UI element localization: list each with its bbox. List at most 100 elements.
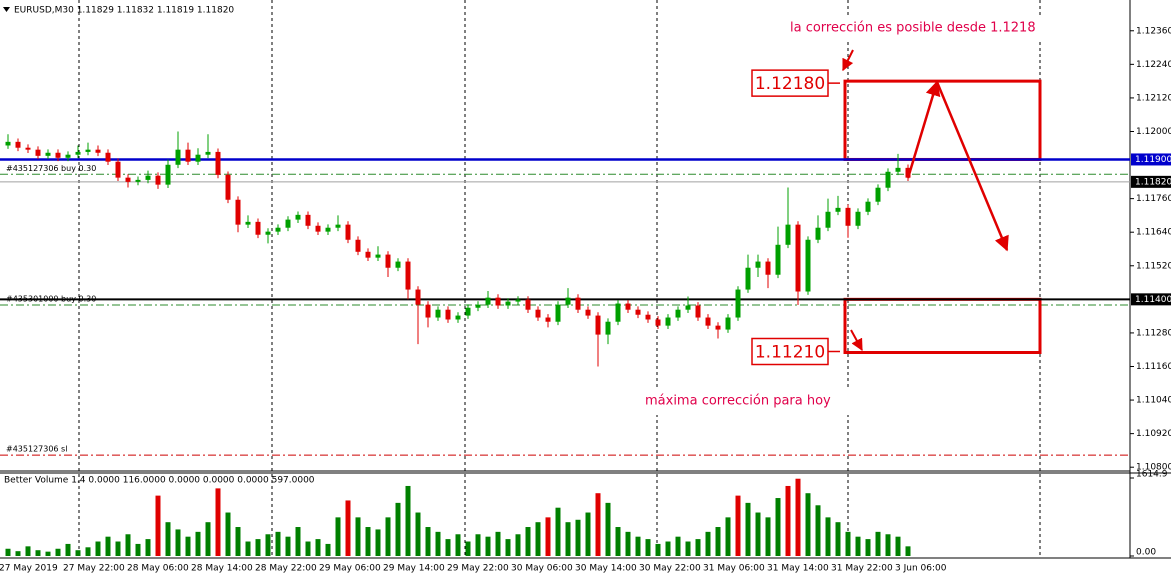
volume-bar: [315, 539, 321, 556]
volume-bar: [845, 531, 851, 556]
volume-bar: [85, 547, 91, 556]
candle-body: [265, 231, 271, 235]
note-box: [638, 388, 897, 415]
volume-bar: [685, 541, 691, 556]
x-tick-label: 28 May 06:00: [127, 564, 189, 574]
volume-bar: [525, 527, 531, 556]
volume-bar: [885, 534, 891, 556]
candle-body: [105, 152, 111, 162]
x-tick-label: 28 May 22:00: [255, 564, 317, 574]
y-tick-label: 1.12120: [1136, 93, 1171, 103]
volume-bar: [285, 536, 291, 556]
candle-body: [845, 207, 851, 226]
candle-body: [375, 254, 381, 258]
candle-body: [425, 304, 431, 318]
volume-bar: [395, 502, 401, 556]
arrow: [850, 329, 863, 352]
volume-bar: [595, 493, 601, 556]
candle-body: [625, 303, 631, 310]
candle-body: [705, 317, 711, 326]
candle-body: [585, 309, 591, 316]
candle-body: [145, 175, 151, 180]
volume-bar: [345, 500, 351, 556]
volume-bar: [495, 531, 501, 556]
candle-body: [635, 309, 641, 315]
volume-bar: [605, 502, 611, 556]
volume-bar: [165, 522, 171, 556]
zone-label: 1.12180: [755, 74, 825, 94]
volume-bar: [365, 527, 371, 556]
x-tick-label: 29 May 06:00: [319, 564, 381, 574]
volume-bar: [275, 531, 281, 556]
candle-body: [435, 309, 441, 318]
candle-body: [45, 152, 51, 156]
level-tag: [1131, 153, 1171, 166]
candle-body: [395, 261, 401, 268]
volume-bar: [415, 512, 421, 556]
candle-body: [775, 244, 781, 275]
level-tag: [1131, 293, 1171, 306]
volume-bar: [335, 517, 341, 556]
arrow: [906, 80, 941, 179]
candle-body: [205, 151, 211, 155]
candle-body: [795, 224, 801, 292]
volume-bar: [65, 543, 71, 556]
candle-body: [185, 149, 191, 162]
candle-body: [885, 171, 891, 188]
x-tick-label: 29 May 14:00: [383, 564, 445, 574]
candle-body: [485, 297, 491, 305]
x-tick-label: 29 May 22:00: [447, 564, 509, 574]
candle-body: [155, 175, 161, 185]
note-box: [785, 15, 1072, 40]
volume-bar: [305, 541, 311, 556]
candle-body: [525, 299, 531, 310]
volume-bar: [475, 534, 481, 556]
candle-body: [135, 179, 141, 182]
volume-bar: [905, 546, 911, 556]
volume-bar: [705, 531, 711, 556]
candle-body: [515, 299, 521, 302]
candle-body: [805, 239, 811, 292]
candle-body: [5, 141, 11, 146]
volume-bar: [615, 527, 621, 556]
volume-bar: [245, 541, 251, 556]
candle-body: [275, 227, 281, 232]
volume-bar: [145, 539, 151, 556]
candle-body: [85, 149, 91, 152]
x-tick-label: 27 May 2019: [0, 564, 58, 574]
volume-bar: [55, 548, 61, 556]
note: máxima corrección para hoy: [645, 394, 831, 409]
x-tick-label: 31 May 22:00: [831, 564, 893, 574]
volume-bar: [835, 522, 841, 556]
candle-body: [725, 317, 731, 330]
arrow: [842, 49, 854, 72]
candle-body: [475, 304, 481, 308]
candle-body: [295, 214, 301, 220]
x-tick-label: 28 May 14:00: [191, 564, 253, 574]
volume-tick-label: 0.00: [1136, 548, 1156, 558]
candle-body: [615, 303, 621, 322]
volume-bar: [675, 536, 681, 556]
candle-body: [415, 289, 421, 305]
y-tick-label: 1.10800: [1136, 463, 1171, 473]
candle-body: [605, 321, 611, 335]
volume-bar: [825, 517, 831, 556]
y-tick-label: 1.11760: [1136, 194, 1171, 204]
candle-body: [235, 199, 241, 225]
zone-label-box: [751, 337, 829, 366]
volume-bar: [505, 539, 511, 556]
order-label: #435127306 buy 0.30: [6, 164, 96, 173]
volume-bar: [665, 541, 671, 556]
candle-body: [825, 211, 831, 228]
volume-bar: [155, 495, 161, 556]
y-tick-label: 1.12360: [1136, 26, 1171, 36]
candle-body: [315, 225, 321, 232]
x-tick-label: 31 May 06:00: [703, 564, 765, 574]
candle-body: [15, 141, 21, 148]
volume-bar: [785, 485, 791, 556]
volume-bar: [205, 522, 211, 556]
volume-bar: [715, 527, 721, 556]
volume-bar: [465, 541, 471, 556]
candle-body: [665, 317, 671, 326]
